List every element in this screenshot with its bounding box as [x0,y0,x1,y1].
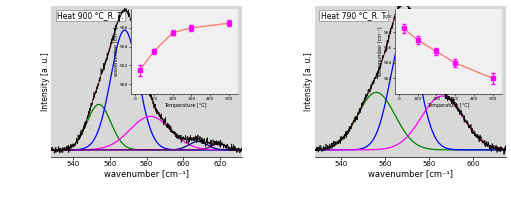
Text: Heat 790 °C_R. T.: Heat 790 °C_R. T. [320,11,387,20]
Y-axis label: Intensity [a. u.]: Intensity [a. u.] [305,52,313,111]
Y-axis label: Intensity [a. u.]: Intensity [a. u.] [41,52,50,111]
X-axis label: wavenumber [cm⁻¹]: wavenumber [cm⁻¹] [368,169,453,178]
Text: Heat 900 °C_R. T.: Heat 900 °C_R. T. [57,11,124,20]
X-axis label: wavenumber [cm⁻¹]: wavenumber [cm⁻¹] [104,169,189,178]
